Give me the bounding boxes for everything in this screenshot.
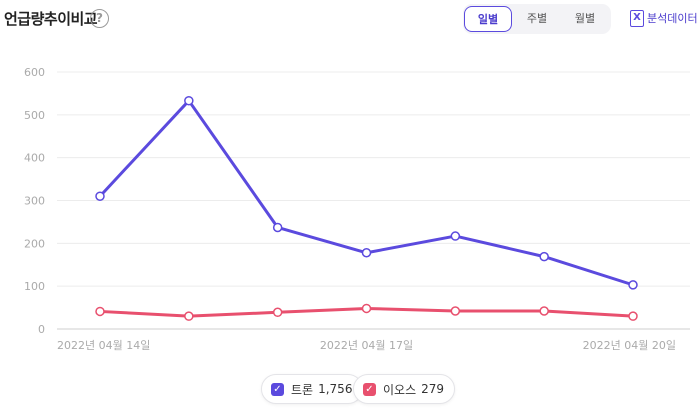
export-data-button[interactable]: X 분석데이터 (630, 9, 698, 27)
data-point-eos (361, 303, 372, 314)
period-tabs: 일별 주별 월별 (463, 4, 611, 34)
data-point-eos (628, 311, 638, 321)
x-tick-label: 2022년 04월 14일 (57, 338, 150, 352)
legend-label-tron: 트론 (291, 382, 314, 397)
y-tick-label: 300 (24, 195, 45, 208)
tab-daily[interactable]: 일별 (464, 6, 512, 32)
tab-weekly[interactable]: 주별 (526, 12, 548, 25)
legend-item-tron[interactable]: ✓ 트론 1,756 (261, 374, 364, 404)
question-circle-icon[interactable]: ? (90, 9, 109, 28)
legend-label-eos: 이오스 (383, 382, 417, 397)
y-tick-label: 400 (24, 152, 45, 165)
tab-monthly[interactable]: 월별 (574, 12, 596, 25)
y-tick-label: 500 (24, 109, 45, 122)
export-data-label: 분석데이터 (647, 12, 698, 25)
legend-item-eos[interactable]: ✓ 이오스 279 (353, 374, 456, 404)
data-point-eos (184, 311, 194, 321)
data-point-eos (539, 306, 549, 316)
data-point-tron (184, 95, 194, 106)
x-tick-label: 2022년 04월 17일 (320, 338, 413, 352)
legend-total-tron: 1,756 (318, 382, 353, 396)
y-tick-label: 0 (38, 323, 45, 336)
data-point-tron (272, 222, 283, 233)
y-tick-label: 100 (24, 280, 45, 293)
data-point-tron (95, 191, 105, 201)
data-point-tron (539, 251, 549, 262)
data-point-eos (450, 306, 461, 316)
data-point-tron (628, 280, 638, 290)
mention-trend-chart: 0 100 200 300 400 500 600 2022년 04월 14일 2022년 04… (24, 66, 690, 352)
y-tick-label: 600 (24, 66, 45, 79)
legend-total-eos: 279 (421, 382, 445, 396)
page-title: 언급량추이비교 (4, 10, 98, 28)
checkbox-checked-icon[interactable]: ✓ (271, 382, 284, 396)
checkbox-checked-icon[interactable]: ✓ (363, 382, 376, 396)
excel-icon: X (630, 9, 644, 27)
x-tick-label: 2022년 04월 20일 (583, 338, 676, 352)
data-point-tron (361, 248, 372, 258)
data-point-eos (272, 307, 283, 318)
data-point-eos (95, 306, 105, 317)
data-point-tron (450, 231, 461, 241)
y-tick-label: 200 (24, 237, 45, 250)
